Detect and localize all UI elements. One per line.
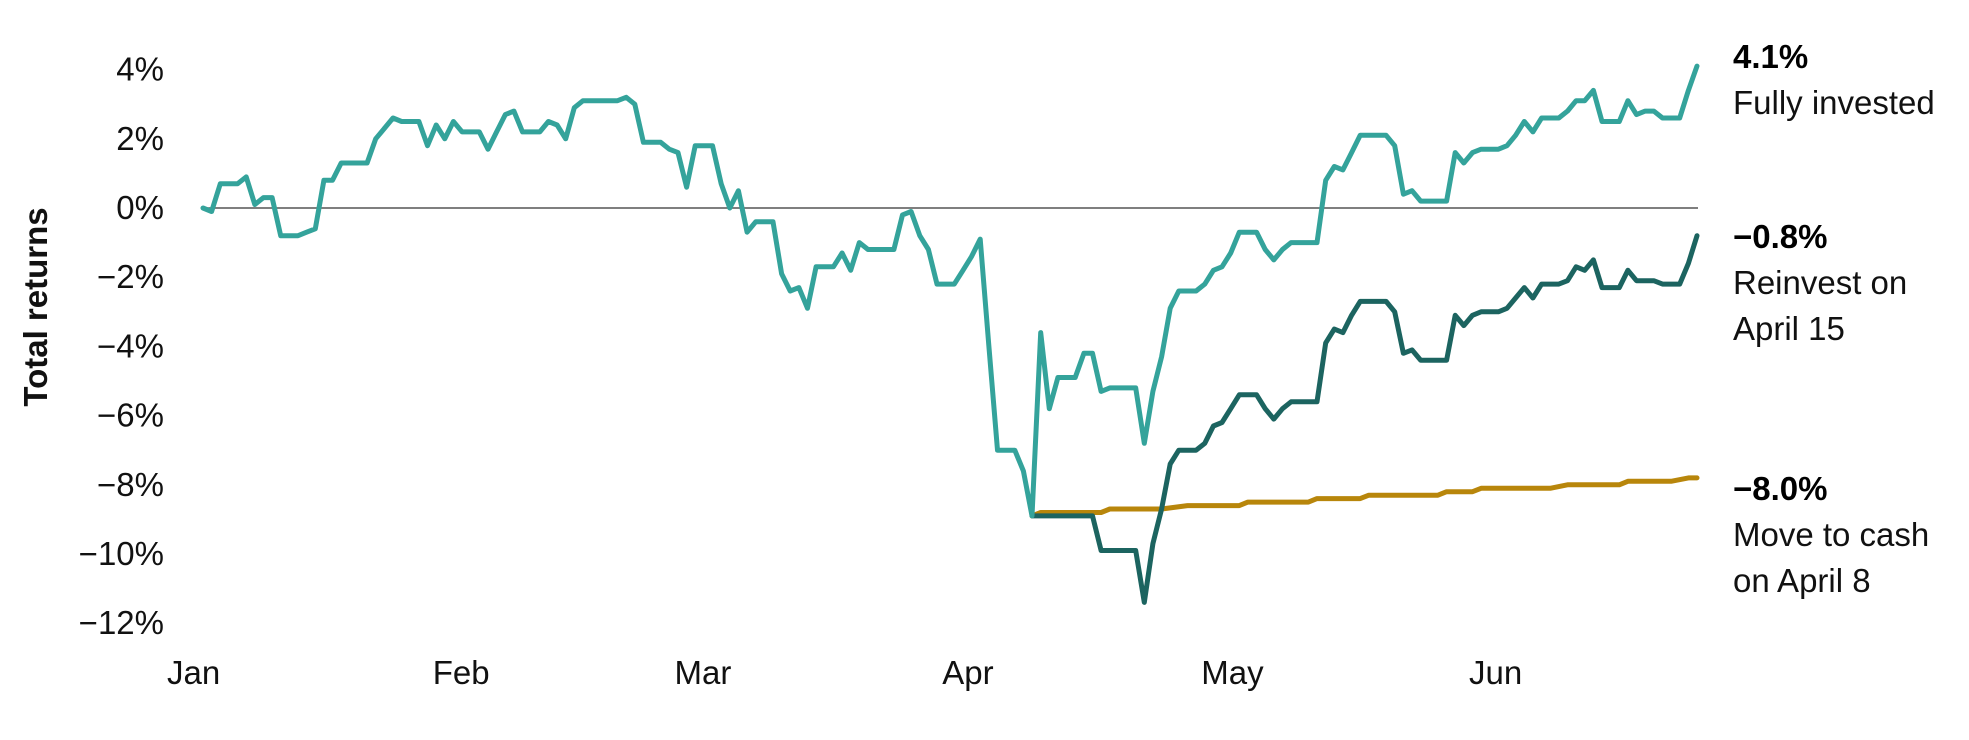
y-tick-label: 4% [116,51,164,88]
y-tick-label: −8% [97,466,164,503]
x-tick-label: Jan [167,654,220,691]
series-name-label: Move to cash [1733,516,1929,553]
y-tick-label: −6% [97,397,164,434]
y-tick-label: −4% [97,327,164,364]
y-tick-label: −10% [79,535,164,572]
series-name-label: Fully invested [1733,84,1935,121]
end-labels: 4.1% Fully invested −0.8% Reinvest on April … [1733,38,1935,599]
y-tick-label: −12% [79,604,164,641]
x-tick-label: Jun [1469,654,1522,691]
x-tick-label: Apr [942,654,993,691]
y-tick-label: 2% [116,120,164,157]
x-tick-label: Mar [675,654,732,691]
y-tick-label: −2% [97,258,164,295]
end-value-label: −8.0% [1733,470,1828,507]
series-line-reinvest-on-april-15 [1029,233,1700,605]
series-name-label: on April 8 [1733,562,1871,599]
x-tick-labels: Jan Feb Mar Apr May Jun [167,654,1522,691]
series-lines [200,63,1700,605]
end-value-label: −0.8% [1733,218,1828,255]
end-value-label: 4.1% [1733,38,1808,75]
series-line-fully-invested [200,63,1700,519]
series-name-label: Reinvest on [1733,264,1907,301]
series-name-label: April 15 [1733,310,1845,347]
x-tick-label: May [1201,654,1264,691]
x-tick-label: Feb [433,654,490,691]
y-axis-label: Total returns [17,207,54,406]
y-tick-label: 0% [116,189,164,226]
series-line-move-to-cash-on-april-8 [1029,475,1700,519]
y-tick-labels: 4% 2% 0% −2% −4% −6% −8% −10% −12% [79,51,164,642]
